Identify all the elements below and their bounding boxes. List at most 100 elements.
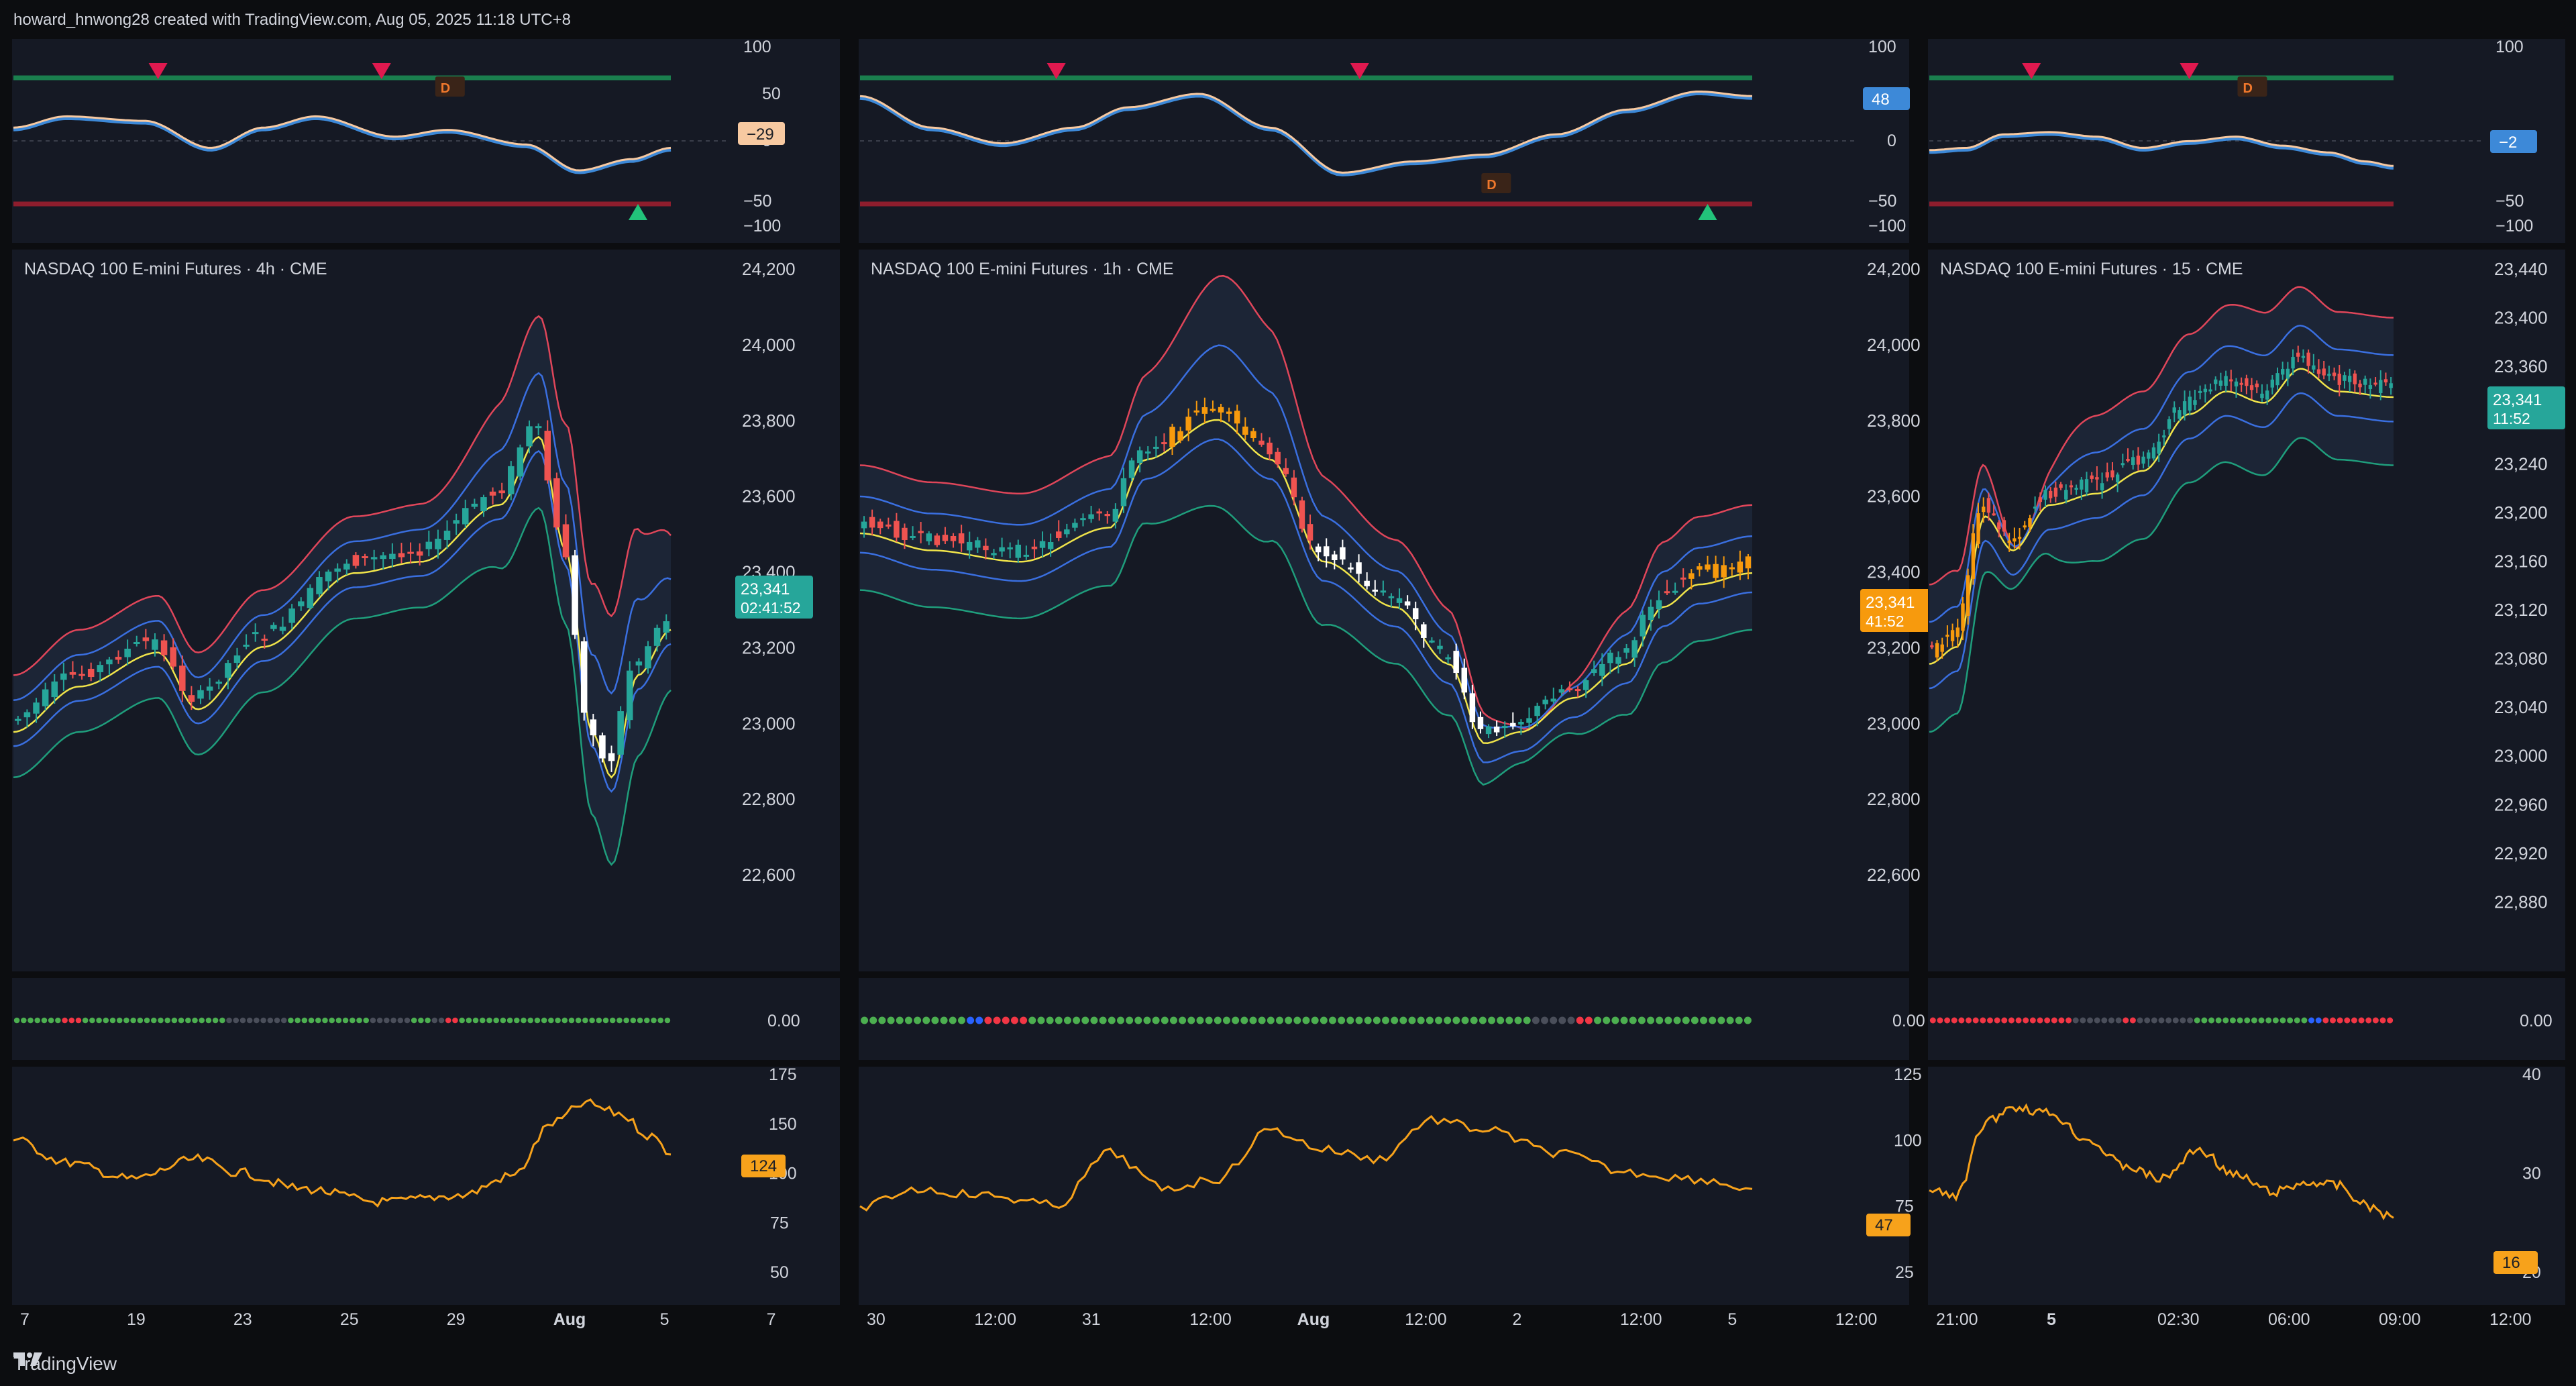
candle-body bbox=[1940, 644, 1944, 652]
candle-body bbox=[2007, 540, 2011, 543]
sell-signal-icon[interactable] bbox=[148, 63, 168, 79]
momentum-dot bbox=[41, 1017, 48, 1024]
candle-body bbox=[1713, 564, 1719, 578]
time-axis-label: 7 bbox=[20, 1310, 30, 1329]
momentum-dot bbox=[2215, 1017, 2222, 1024]
momentum-dot bbox=[657, 1017, 663, 1024]
candle-body bbox=[1935, 643, 1939, 658]
sell-signal-icon[interactable] bbox=[2022, 63, 2041, 79]
momentum-dot bbox=[904, 1016, 912, 1024]
momentum-dot bbox=[1461, 1016, 1469, 1024]
momentum-dot bbox=[1944, 1017, 1951, 1024]
atr-line bbox=[1929, 1103, 2394, 1221]
momentum-dot bbox=[2272, 1017, 2279, 1024]
candle-body bbox=[1453, 651, 1459, 674]
bollinger-band-fill bbox=[1929, 286, 2394, 733]
momentum-dot bbox=[452, 1017, 458, 1024]
candle-body bbox=[316, 577, 323, 594]
candle-body bbox=[2198, 390, 2202, 393]
candle-body bbox=[1510, 723, 1516, 727]
momentum-zero-label: 0.00 bbox=[2520, 1012, 2553, 1030]
tradingview-footer[interactable]: TradingView bbox=[13, 1350, 117, 1377]
momentum-dot bbox=[2279, 1017, 2286, 1024]
candle-body bbox=[1582, 680, 1589, 690]
candle-body bbox=[950, 535, 957, 541]
last-price-label: 23,341 bbox=[1866, 594, 1915, 612]
momentum-dot bbox=[62, 1017, 68, 1024]
atr-axis-label: 30 bbox=[2522, 1165, 2541, 1183]
candle-body bbox=[2270, 379, 2275, 388]
buy-signal-icon[interactable] bbox=[1698, 204, 1717, 220]
candle-body bbox=[1323, 546, 1330, 557]
candle-body bbox=[975, 540, 981, 548]
momentum-dot bbox=[2072, 1017, 2079, 1024]
divergence-badge[interactable] bbox=[2237, 76, 2267, 97]
candle-body bbox=[1120, 478, 1127, 507]
momentum-dot bbox=[1505, 1016, 1513, 1024]
candle-body bbox=[608, 753, 615, 761]
candle-body bbox=[1445, 657, 1451, 659]
candle-body bbox=[1193, 410, 1200, 413]
momentum-dot bbox=[1152, 1016, 1160, 1024]
momentum-dot bbox=[1594, 1016, 1602, 1024]
candle-body bbox=[1721, 565, 1727, 578]
momentum-dot bbox=[397, 1017, 404, 1024]
momentum-dot bbox=[2365, 1017, 2372, 1024]
candle-body bbox=[508, 466, 515, 494]
momentum-dot bbox=[1673, 1016, 1681, 1024]
momentum-dot bbox=[896, 1016, 904, 1024]
momentum-dot bbox=[260, 1017, 266, 1024]
sell-signal-icon[interactable] bbox=[1350, 63, 1369, 79]
candle-body bbox=[1015, 544, 1022, 558]
candle-body bbox=[1623, 648, 1629, 653]
momentum-dot bbox=[575, 1017, 582, 1024]
momentum-dot bbox=[1664, 1016, 1672, 1024]
candle-body bbox=[942, 535, 949, 541]
candle-body bbox=[2260, 393, 2264, 398]
momentum-dot bbox=[2001, 1017, 2008, 1024]
symbol-title: NASDAQ 100 E-mini Futures · 15 · CME bbox=[1940, 260, 2243, 278]
candle-body bbox=[2115, 474, 2120, 482]
candle-body bbox=[1955, 627, 1960, 637]
candle-body bbox=[1348, 567, 1354, 570]
sell-signal-icon[interactable] bbox=[1046, 63, 1066, 79]
momentum-dot bbox=[1444, 1016, 1452, 1024]
momentum-dot bbox=[55, 1017, 61, 1024]
lower-band-line bbox=[859, 504, 1753, 786]
momentum-dot bbox=[1417, 1016, 1425, 1024]
candle-body bbox=[443, 531, 451, 540]
panel-1h[interactable]: D 100 0 −50 −100 48 NASDAQ 100 E-mini Futures … bbox=[859, 34, 1938, 1348]
momentum-dot bbox=[356, 1017, 362, 1024]
momentum-dot bbox=[459, 1017, 465, 1024]
time-axis-label: 21:00 bbox=[1936, 1310, 1978, 1329]
momentum-dot bbox=[2151, 1017, 2157, 1024]
candle-body bbox=[2059, 484, 2063, 488]
lower-band-line bbox=[1929, 437, 2394, 733]
candle-body bbox=[1088, 514, 1094, 519]
candle-body bbox=[1640, 615, 1646, 637]
inner-lower-band-line bbox=[1929, 392, 2394, 690]
divergence-badge[interactable] bbox=[435, 76, 465, 97]
sell-signal-icon[interactable] bbox=[372, 63, 391, 79]
momentum-dot bbox=[123, 1017, 129, 1024]
candle-body bbox=[1664, 591, 1670, 594]
candle-body bbox=[188, 695, 195, 702]
momentum-dot bbox=[137, 1017, 144, 1024]
time-axis-label: 5 bbox=[2047, 1310, 2056, 1329]
candle-body bbox=[1315, 546, 1322, 553]
candle-body bbox=[2224, 376, 2228, 386]
atr-axis-label: 150 bbox=[769, 1115, 797, 1134]
sell-signal-icon[interactable] bbox=[2180, 63, 2199, 79]
candle-body bbox=[877, 521, 883, 529]
candle-body bbox=[1429, 640, 1435, 643]
oscillator-axis-label: −100 bbox=[1868, 217, 1906, 235]
divergence-badge[interactable] bbox=[1481, 173, 1511, 193]
candle-body bbox=[1080, 518, 1086, 521]
candle-body bbox=[1526, 718, 1532, 723]
buy-signal-icon[interactable] bbox=[629, 204, 647, 220]
price-axis-label: 22,600 bbox=[742, 865, 796, 885]
momentum-dot bbox=[2351, 1017, 2357, 1024]
